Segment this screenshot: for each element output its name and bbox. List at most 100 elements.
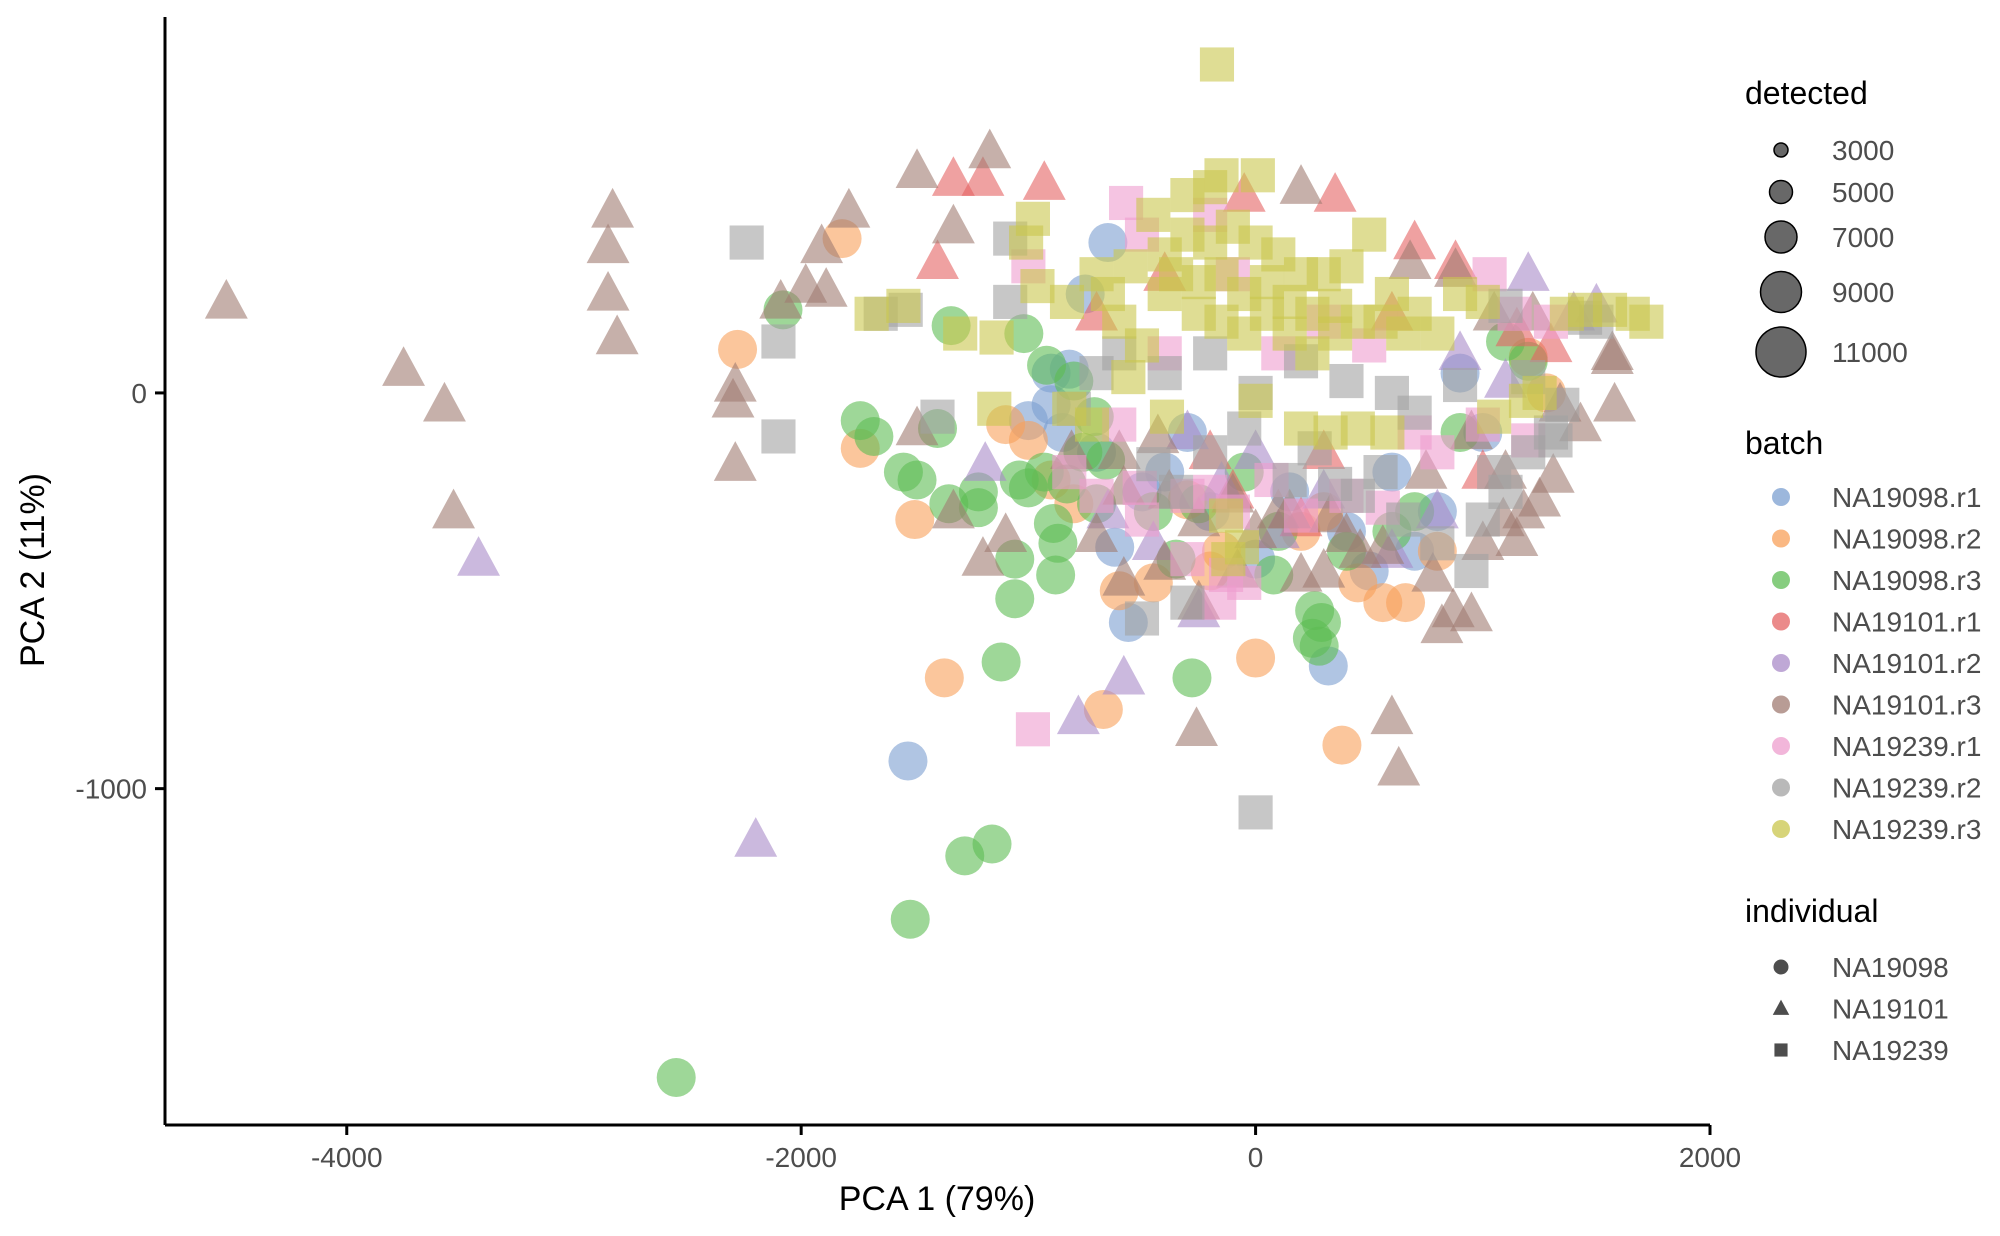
legend-shape-key: [1772, 999, 1790, 1015]
data-point: [1377, 745, 1421, 786]
legend-label: 9000: [1832, 277, 1894, 308]
data-point: [204, 278, 248, 319]
data-point: [1529, 322, 1573, 363]
data-point: [1465, 284, 1500, 319]
data-point: [1008, 420, 1048, 460]
data-point: [1015, 712, 1050, 747]
data-point: [734, 817, 778, 857]
data-point: [1079, 356, 1114, 391]
data-point: [1170, 178, 1205, 213]
data-point: [423, 381, 466, 422]
data-point: [888, 741, 928, 781]
data-point: [713, 362, 757, 402]
y-tick-label: -1000: [75, 774, 147, 805]
legend-label: NA19101.r1: [1832, 607, 1981, 638]
data-point: [1020, 269, 1055, 304]
legend-color-key: [1772, 737, 1790, 755]
legend-color-key: [1772, 778, 1790, 797]
data-point: [895, 500, 935, 540]
legend-shape-key: [1774, 1043, 1788, 1057]
data-point: [1461, 520, 1505, 560]
legend-color-key: [1772, 695, 1790, 714]
data-point: [1022, 160, 1066, 200]
legend-label: 5000: [1832, 177, 1894, 208]
data-point: [1238, 383, 1273, 418]
data-point: [995, 579, 1035, 619]
data-point: [591, 187, 635, 228]
data-point: [963, 441, 1007, 481]
data-point: [1224, 530, 1260, 565]
legend-label: NA19101.r3: [1832, 690, 1981, 721]
data-point: [1590, 330, 1634, 371]
data-point: [656, 1058, 696, 1098]
data-point: [1301, 602, 1341, 642]
data-point: [1136, 447, 1171, 482]
data-point: [1102, 654, 1146, 695]
data-point: [1236, 638, 1276, 678]
data-point: [1170, 542, 1205, 577]
data-point: [1361, 524, 1405, 564]
data-point: [886, 288, 921, 323]
legend-size-key: [1773, 142, 1789, 158]
legend-title: individual: [1745, 893, 1878, 929]
data-point: [1079, 478, 1114, 513]
data-point: [1477, 399, 1512, 434]
data-point: [1340, 411, 1375, 446]
data-point: [784, 263, 828, 303]
legend-size-key: [1764, 220, 1798, 254]
data-point: [1449, 591, 1493, 632]
data-point: [1420, 316, 1455, 351]
data-point: [1136, 197, 1171, 232]
data-point: [1522, 375, 1557, 410]
data-point: [1506, 251, 1550, 291]
legend-label: 11000: [1832, 337, 1908, 368]
data-point: [840, 401, 880, 441]
data-point: [1386, 583, 1426, 623]
data-point: [1531, 453, 1575, 493]
data-point: [1322, 725, 1362, 765]
legend-size-key: [1759, 270, 1803, 314]
legend-label: NA19098.r3: [1832, 565, 1981, 596]
data-point: [1313, 172, 1357, 212]
legend-shape-key: [1773, 959, 1789, 975]
legend-size-key: [1755, 326, 1807, 378]
data-point: [1411, 551, 1455, 592]
data-point: [1056, 694, 1100, 735]
data-point: [759, 278, 803, 319]
legend-color-key: [1772, 488, 1790, 506]
data-point: [1518, 476, 1562, 517]
data-point: [1488, 474, 1523, 509]
data-point: [1538, 423, 1573, 458]
data-point: [1074, 407, 1110, 442]
data-point: [761, 419, 796, 454]
data-point: [1279, 164, 1323, 204]
data-point: [457, 536, 500, 576]
data-point: [972, 824, 1012, 864]
data-point: [961, 156, 1005, 196]
data-point: [1629, 304, 1664, 339]
data-point: [1363, 455, 1398, 490]
data-point: [1272, 462, 1307, 498]
data-point: [1111, 360, 1146, 395]
data-point: [1208, 498, 1244, 533]
data-point: [977, 391, 1012, 426]
data-point: [1159, 257, 1194, 292]
axes-layer: [163, 17, 1710, 1127]
legend-label: NA19239.r2: [1832, 773, 1981, 804]
legend-color-key: [1772, 571, 1790, 589]
data-point: [1593, 381, 1637, 422]
data-point: [1374, 375, 1409, 410]
legend-label: NA19098.r1: [1832, 482, 1981, 513]
data-point: [984, 512, 1028, 553]
data-point: [1283, 498, 1319, 533]
data-point: [854, 296, 889, 331]
data-point: [1097, 429, 1141, 469]
data-point: [1124, 328, 1160, 363]
legend-color-key: [1772, 529, 1790, 548]
legend-label: NA19101: [1832, 994, 1949, 1025]
legend-label: 3000: [1832, 135, 1894, 166]
data-point: [586, 223, 630, 264]
legend-color-key: [1772, 612, 1790, 631]
data-point: [713, 441, 757, 481]
